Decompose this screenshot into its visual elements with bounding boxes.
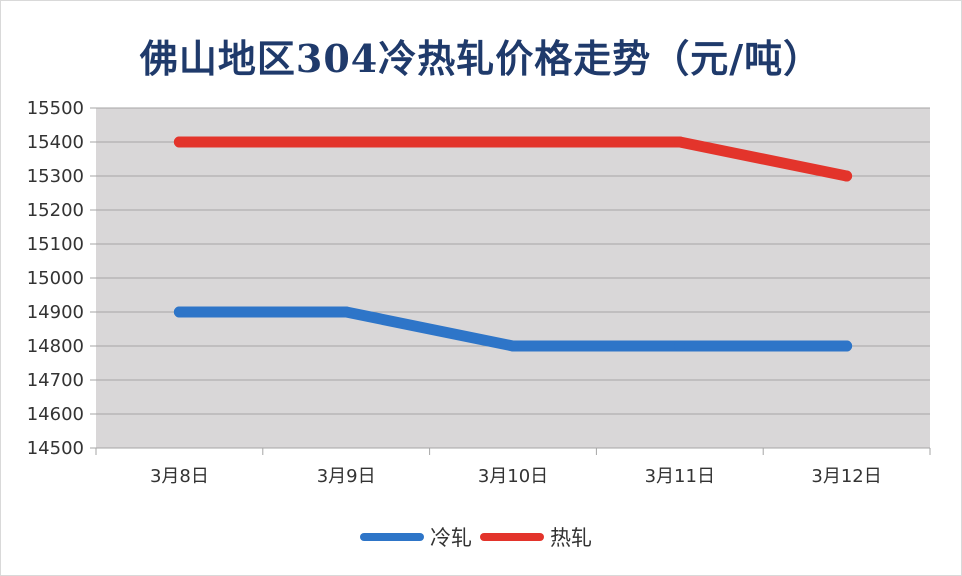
data-point bbox=[173, 136, 185, 148]
legend-label-hot-rolled: 热轧 bbox=[550, 526, 592, 550]
data-point bbox=[674, 136, 686, 148]
data-point bbox=[340, 136, 352, 148]
data-point bbox=[674, 340, 686, 352]
y-tick-label: 15200 bbox=[27, 200, 84, 221]
x-tick-label: 3月9日 bbox=[317, 466, 376, 487]
y-tick-label: 14700 bbox=[27, 370, 84, 391]
y-tick-label: 15400 bbox=[27, 132, 84, 153]
legend-item-hot-rolled: 热轧 bbox=[480, 522, 592, 552]
data-point bbox=[340, 306, 352, 318]
chart-title: 佛山地区304冷热轧价格走势（元/吨） bbox=[139, 36, 823, 81]
x-tick-label: 3月11日 bbox=[645, 466, 715, 487]
y-tick-label: 14500 bbox=[27, 438, 84, 459]
x-tick-label: 3月8日 bbox=[150, 466, 209, 487]
y-tick-label: 15300 bbox=[27, 166, 84, 187]
legend-item-cold-rolled: 冷轧 bbox=[360, 522, 472, 552]
chart-legend: 冷轧 热轧 bbox=[360, 522, 592, 552]
y-tick-label: 14600 bbox=[27, 404, 84, 425]
data-point bbox=[841, 170, 853, 182]
y-tick-label: 15100 bbox=[27, 234, 84, 255]
data-point bbox=[841, 340, 853, 352]
x-tick-label: 3月12日 bbox=[811, 466, 881, 487]
x-tick-label: 3月10日 bbox=[478, 466, 548, 487]
y-tick-label: 15000 bbox=[27, 268, 84, 289]
legend-swatch-hot-rolled bbox=[480, 533, 544, 541]
data-point bbox=[173, 306, 185, 318]
legend-label-cold-rolled: 冷轧 bbox=[430, 526, 472, 550]
y-tick-label: 15500 bbox=[27, 98, 84, 119]
y-tick-label: 14900 bbox=[27, 302, 84, 323]
data-point bbox=[507, 136, 519, 148]
data-point bbox=[507, 340, 519, 352]
legend-swatch-cold-rolled bbox=[360, 533, 424, 541]
y-tick-label: 14800 bbox=[27, 336, 84, 357]
